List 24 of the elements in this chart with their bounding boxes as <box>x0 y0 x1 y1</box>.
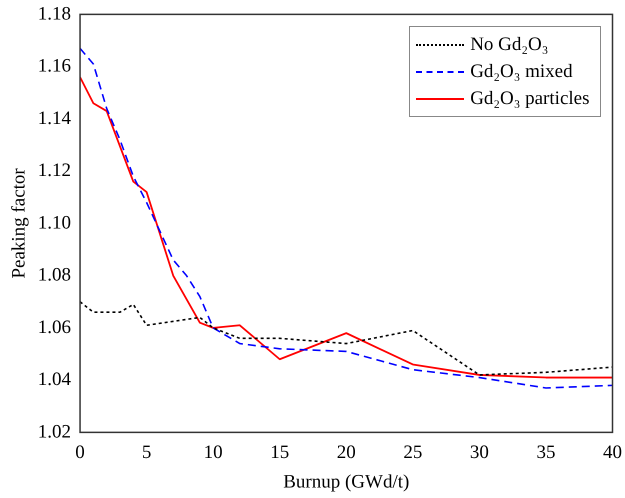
legend-label: No Gd₂O₃ <box>470 33 548 58</box>
y-tick-label: 1.04 <box>38 369 72 390</box>
x-tick-label: 30 <box>470 442 489 463</box>
x-tick-label: 10 <box>204 442 223 463</box>
y-tick-label: 1.14 <box>38 108 72 129</box>
y-tick-label: 1.12 <box>38 160 72 182</box>
y-tick-label: 1.16 <box>38 56 72 77</box>
x-tick-label: 25 <box>403 442 422 463</box>
x-tick-label: 40 <box>603 442 622 463</box>
y-tick-label: 1.10 <box>38 212 72 234</box>
x-tick-label: 35 <box>536 442 556 463</box>
x-tick-label: 5 <box>142 442 152 463</box>
legend-label: Gd₂O₃ particles <box>470 87 590 112</box>
line-series <box>80 300 612 376</box>
x-tick-label: 0 <box>75 442 85 463</box>
y-tick-label: 1.06 <box>38 316 72 338</box>
y-tick-label: 1.02 <box>38 421 72 442</box>
y-tick-label: 1.18 <box>38 3 72 24</box>
x-tick-label: 20 <box>336 442 356 463</box>
legend-label: Gd₂O₃ mixed <box>470 60 573 84</box>
x-tick-label: 15 <box>270 442 290 463</box>
y-axis-title: Peaking factor <box>8 168 30 279</box>
y-tick-label: 1.08 <box>38 264 72 286</box>
x-axis-title: Burnup (GWd/t) <box>283 472 410 493</box>
